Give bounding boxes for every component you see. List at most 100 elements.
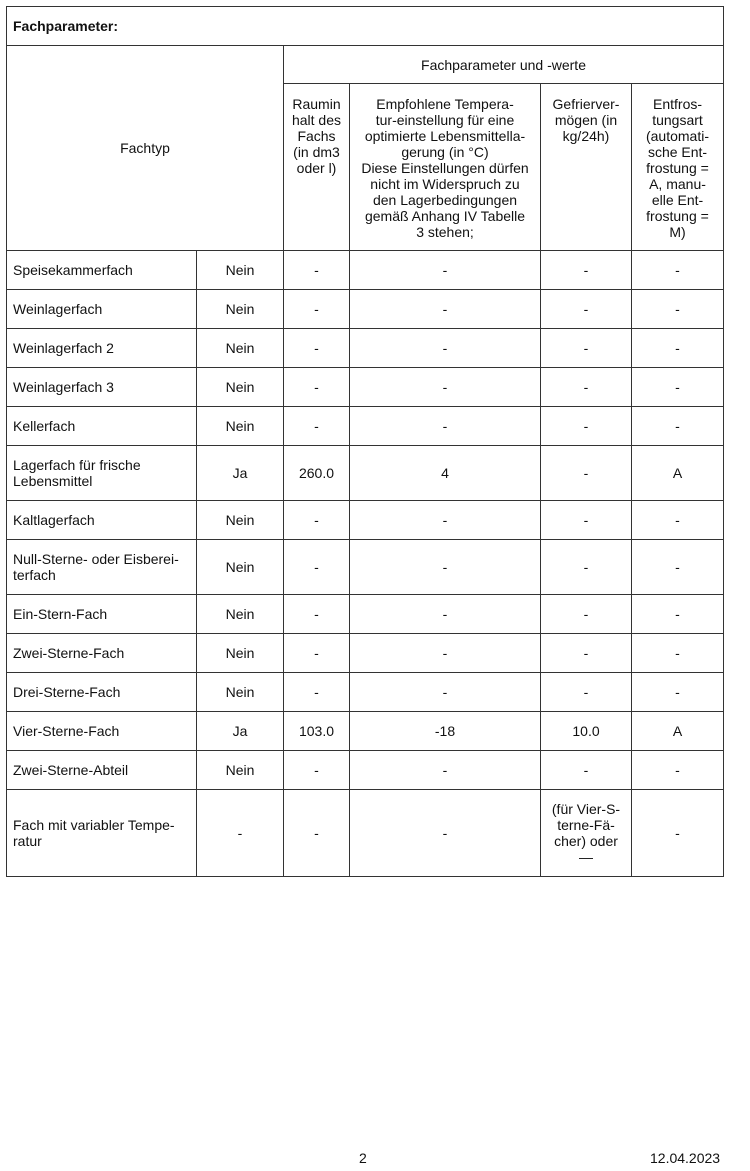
value-cell: - [283,328,350,368]
table-row: Lagerfach für frische Lebensmittel Ja 260.… [6,445,725,501]
value-cell: - [349,406,541,446]
value-cell: -18 [349,711,541,751]
fachtyp-cell: Null-Sterne- oder Eisberei- terfach [6,539,197,595]
header-group: Fachparameter und -werte [282,45,725,84]
table-row: Vier-Sterne-Fach Ja 103.0 -18 10.0 A [6,711,725,751]
table-row: Speisekammerfach Nein - - - - [6,250,725,290]
fachtyp-cell: Drei-Sterne-Fach [6,672,197,712]
value-cell: 4 [349,445,541,501]
value-cell: - [540,750,632,790]
value-cell: - [630,672,725,712]
value-cell: - [196,789,284,877]
table-row: Zwei-Sterne-Fach Nein - - - - [6,633,725,673]
fachtyp-cell: Zwei-Sterne-Fach [6,633,197,673]
value-cell: - [630,250,725,290]
fachtyp-cell: Fach mit variabler Tempe- ratur [6,789,197,877]
value-cell: - [540,367,632,407]
value-cell: - [540,672,632,712]
value-cell: - [630,750,725,790]
value-cell: - [630,289,725,329]
table-title: Fachparameter: [5,6,725,46]
value-cell: (für Vier-S- terne-Fä- cher) oder — [540,789,632,877]
table-row: Fach mit variabler Tempe- ratur - - - (für … [6,789,725,877]
value-cell: Nein [196,500,284,540]
header-temperatur: Empfohlene Tempera- tur-einstellung für … [349,83,541,251]
value-cell: A [630,445,725,501]
fachtyp-cell: Vier-Sterne-Fach [6,711,197,751]
value-cell: - [540,633,632,673]
fachtyp-cell: Zwei-Sterne-Abteil [6,750,197,790]
value-cell: - [540,500,632,540]
fachtyp-cell: Weinlagerfach 3 [6,367,197,407]
value-cell: - [283,750,350,790]
value-cell: Nein [196,289,284,329]
value-cell: - [349,289,541,329]
value-cell: - [283,250,350,290]
value-cell: A [630,711,725,751]
fachtyp-cell: Weinlagerfach [6,289,197,329]
value-cell: - [540,539,632,595]
value-cell: - [283,789,350,877]
fachparameter-table: Fachparameter: Fachtyp Fachparameter und… [5,6,725,877]
value-cell: - [630,633,725,673]
value-cell: - [283,594,350,634]
value-cell: - [283,672,350,712]
value-cell: - [630,539,725,595]
header-fachtyp: Fachtyp [6,45,284,251]
table-row: Weinlagerfach 3 Nein - - - - [6,367,725,407]
value-cell: - [349,789,541,877]
table-row: Weinlagerfach 2 Nein - - - - [6,328,725,368]
value-cell: - [349,250,541,290]
value-cell: 103.0 [283,711,350,751]
header-entfrostungsart: Entfros- tungsart (automati- sche Ent- f… [630,83,725,251]
fachtyp-cell: Kellerfach [6,406,197,446]
table-row: Zwei-Sterne-Abteil Nein - - - - [6,750,725,790]
value-cell: - [540,445,632,501]
value-cell: - [283,633,350,673]
fachtyp-cell: Lagerfach für frische Lebensmittel [6,445,197,501]
fachtyp-cell: Ein-Stern-Fach [6,594,197,634]
value-cell: - [540,250,632,290]
value-cell: Nein [196,328,284,368]
value-cell: - [630,594,725,634]
value-cell: - [283,406,350,446]
value-cell: Nein [196,250,284,290]
value-cell: Nein [196,633,284,673]
value-cell: - [283,367,350,407]
header-rauminhalt: Raumin halt des Fachs (in dm3 oder l) [283,83,350,251]
value-cell: Ja [196,445,284,501]
value-cell: - [349,750,541,790]
value-cell: - [349,367,541,407]
value-cell: - [540,594,632,634]
table-row: Ein-Stern-Fach Nein - - - - [6,594,725,634]
value-cell: - [283,539,350,595]
header-gefriervermoegen: Gefrierver- mögen (in kg/24h) [540,83,632,251]
value-cell: Nein [196,672,284,712]
value-cell: - [630,367,725,407]
value-cell: - [349,672,541,712]
value-cell: Nein [196,406,284,446]
table-row: Null-Sterne- oder Eisberei- terfach Nein -… [6,539,725,595]
value-cell: - [540,328,632,368]
value-cell: Nein [196,750,284,790]
table-row: Kaltlagerfach Nein - - - - [6,500,725,540]
table-row: Drei-Sterne-Fach Nein - - - - [6,672,725,712]
value-cell: - [283,500,350,540]
page-number: 2 [359,1150,367,1166]
value-cell: Nein [196,539,284,595]
value-cell: 260.0 [283,445,350,501]
value-cell: - [349,328,541,368]
value-cell: - [540,406,632,446]
value-cell: - [540,289,632,329]
value-cell: - [349,633,541,673]
value-cell: Ja [196,711,284,751]
fachtyp-cell: Speisekammerfach [6,250,197,290]
value-cell: Nein [196,367,284,407]
value-cell: - [630,789,725,877]
table-row: Weinlagerfach Nein - - - - [6,289,725,329]
table-row: Kellerfach Nein - - - - [6,406,725,446]
value-cell: - [630,500,725,540]
footer-date: 12.04.2023 [650,1150,721,1166]
value-cell: - [283,289,350,329]
value-cell: Nein [196,594,284,634]
